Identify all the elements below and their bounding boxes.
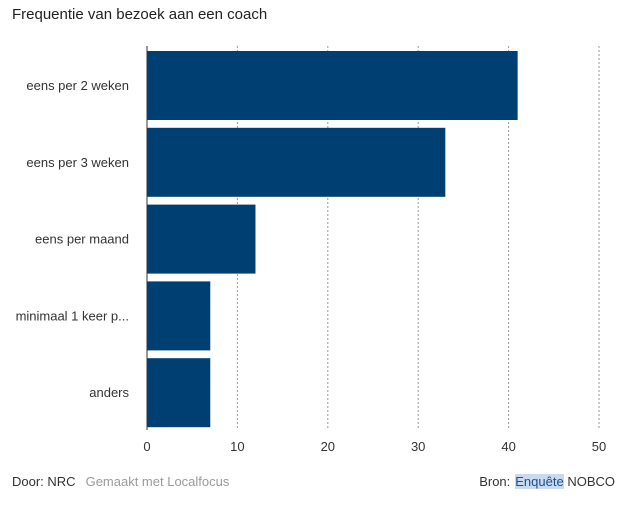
x-tick-label: 30	[411, 439, 425, 454]
category-label: anders	[89, 385, 129, 400]
x-tick-label: 10	[230, 439, 244, 454]
bar[interactable]	[147, 281, 211, 351]
x-tick-labels: 0 10 20 30 40 50	[143, 439, 606, 454]
x-tick-label: 50	[592, 439, 606, 454]
category-labels: eens per 2 weken eens per 3 weken eens per…	[16, 78, 130, 400]
category-label: eens per 2 weken	[26, 78, 129, 93]
source-name: NOBCO	[567, 474, 615, 489]
footer-source: Bron: Enquête NOBCO	[479, 474, 615, 489]
bar[interactable]	[147, 127, 446, 197]
bars	[147, 51, 518, 428]
made-with-link[interactable]: Gemaakt met Localfocus	[85, 474, 230, 489]
x-tick-label: 40	[501, 439, 515, 454]
bar[interactable]	[147, 358, 211, 428]
x-tick-label: 0	[143, 439, 150, 454]
bar[interactable]	[147, 51, 518, 120]
category-label: minimaal 1 keer p...	[16, 308, 129, 323]
source-label: Bron:	[479, 474, 511, 489]
source-highlight: Enquête	[515, 474, 564, 489]
footer-credits: Door: NRC Gemaakt met Localfocus	[12, 474, 229, 489]
bar[interactable]	[147, 204, 256, 274]
category-label: eens per 3 weken	[26, 155, 129, 170]
x-tick-label: 20	[321, 439, 335, 454]
chart-title: Frequentie van bezoek aan een coach	[12, 6, 268, 23]
category-label: eens per maand	[35, 232, 129, 247]
author-credit: Door: NRC	[12, 474, 76, 489]
